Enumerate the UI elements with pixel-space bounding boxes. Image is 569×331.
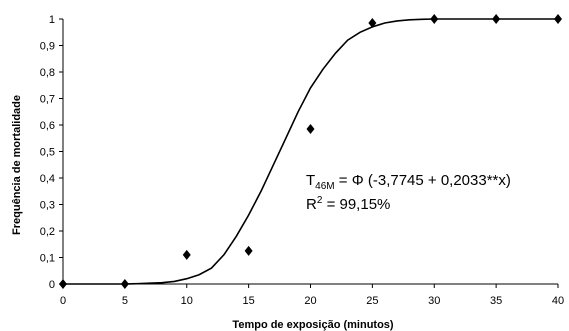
y-tick-label: 0,3 <box>40 200 55 212</box>
x-tick-label: 25 <box>366 295 378 307</box>
x-tick-label: 0 <box>60 295 66 307</box>
data-point <box>368 17 377 28</box>
r-squared-value: = 99,15% <box>322 196 390 213</box>
data-point <box>182 249 191 260</box>
y-tick-label: 0,7 <box>40 94 55 106</box>
x-tick-label: 20 <box>304 295 316 307</box>
axes <box>62 19 558 285</box>
y-tick-label: 0,1 <box>40 253 55 265</box>
data-point <box>430 14 439 24</box>
y-tick-label: 0,4 <box>40 173 55 185</box>
y-tick-label: 0 <box>49 279 55 291</box>
y-tick-label: 0,6 <box>40 120 55 132</box>
y-tick-label: 0,5 <box>40 147 55 159</box>
data-point <box>59 279 67 289</box>
data-point <box>492 14 501 24</box>
equation-annotation: T46M = Φ (-3,7745 + 0,2033**x) <box>306 172 511 192</box>
x-tick-label: 10 <box>181 295 193 307</box>
x-axis-title: Tempo de exposição (minutos) <box>232 319 393 331</box>
y-tick-label: 0,8 <box>40 67 55 79</box>
x-tick-label: 5 <box>122 295 128 307</box>
x-axis-ticks: 0 5 10 15 20 25 30 35 40 <box>60 284 564 307</box>
equation-prefix: T <box>306 172 315 189</box>
fitted-curve <box>63 18 558 285</box>
x-tick-label: 15 <box>243 295 255 307</box>
y-axis-ticks: 0 0,1 0,2 0,3 0,4 0,5 0,6 0,7 0,8 0,9 1 <box>40 14 63 291</box>
r-squared-prefix: R <box>306 196 317 213</box>
equation-subscript: 46M <box>315 181 334 192</box>
observed-points <box>59 14 562 289</box>
y-tick-label: 0,2 <box>40 226 55 238</box>
x-tick-label: 30 <box>428 295 440 307</box>
data-point <box>306 123 315 134</box>
y-tick-label: 0,9 <box>40 41 55 53</box>
y-tick-label: 1 <box>49 14 55 26</box>
x-tick-label: 40 <box>552 295 564 307</box>
data-point <box>554 14 562 24</box>
data-point <box>244 245 253 256</box>
r-squared-annotation: R2 = 99,15% <box>306 195 390 213</box>
equation-body: = Φ (-3,7745 + 0,2033**x) <box>335 172 511 189</box>
x-tick-label: 35 <box>490 295 502 307</box>
y-axis-title: Frequência de mortalidade <box>11 95 23 235</box>
data-point <box>120 279 129 289</box>
r-squared-superscript: 2 <box>317 195 323 206</box>
